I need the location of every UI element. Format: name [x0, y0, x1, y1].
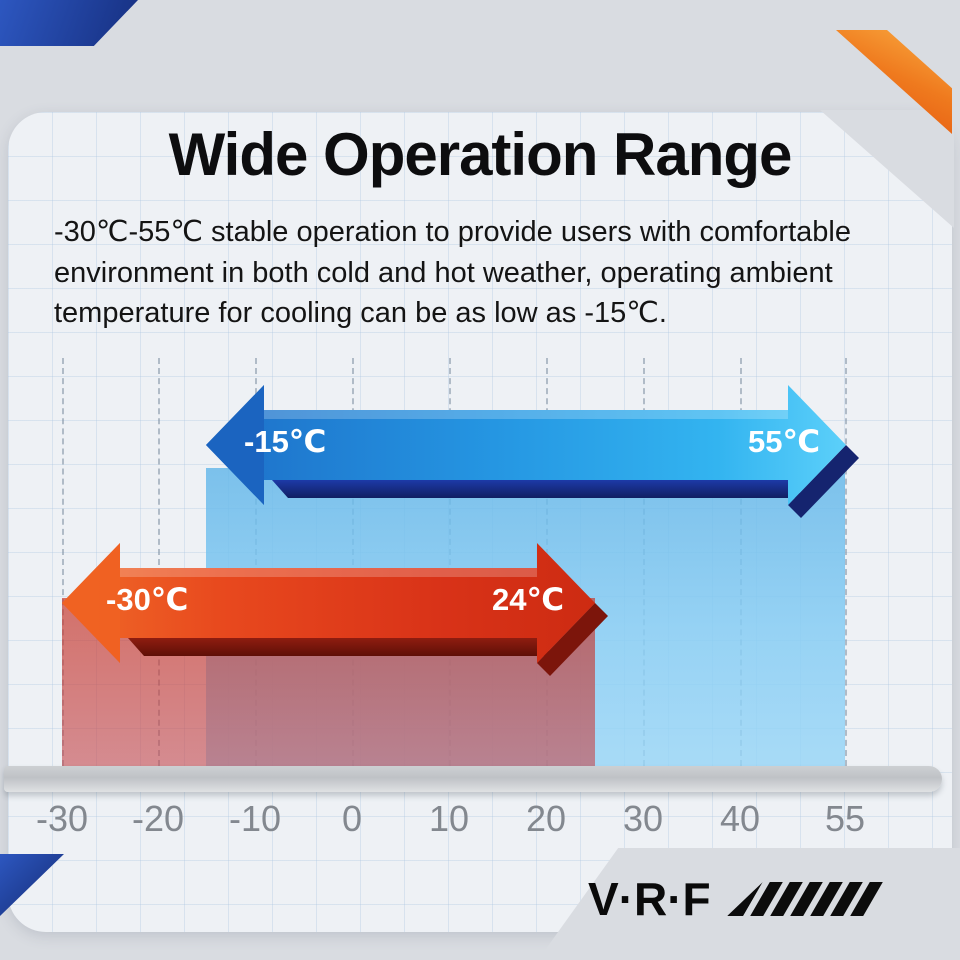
heating-min-label: -30℃ — [106, 582, 189, 617]
axis-tick-label: 0 — [341, 798, 363, 839]
gridline — [62, 358, 64, 766]
axis-tick-label: 40 — [719, 798, 761, 839]
page-description: -30℃-55℃ stable operation to provide use… — [54, 216, 851, 330]
axis-tick-label: -10 — [228, 798, 282, 839]
vrf-logo: V·R·F — [588, 872, 883, 926]
vrf-logo-text: V·R·F — [588, 873, 711, 925]
speed-stripes-icon — [737, 882, 883, 916]
cooling-range-arrow — [206, 385, 859, 518]
gridline — [158, 358, 160, 766]
axis-tick-label: 30 — [622, 798, 664, 839]
cooling-max-label: 55℃ — [748, 424, 821, 459]
axis-tick-label: 55 — [824, 798, 866, 839]
heating-max-label: 24℃ — [492, 582, 565, 617]
gridline — [845, 358, 847, 766]
axis-tick-label: 10 — [428, 798, 470, 839]
axis-tick-label: -20 — [131, 798, 185, 839]
page-title: Wide Operation Range — [168, 121, 793, 188]
axis-baseline — [4, 766, 942, 792]
heating-range-arrow — [62, 543, 608, 676]
cooling-min-label: -15℃ — [244, 424, 327, 459]
corner-accent-top-left — [0, 0, 138, 46]
axis-tick-label: 20 — [525, 798, 567, 839]
axis-tick-label: -30 — [35, 798, 89, 839]
